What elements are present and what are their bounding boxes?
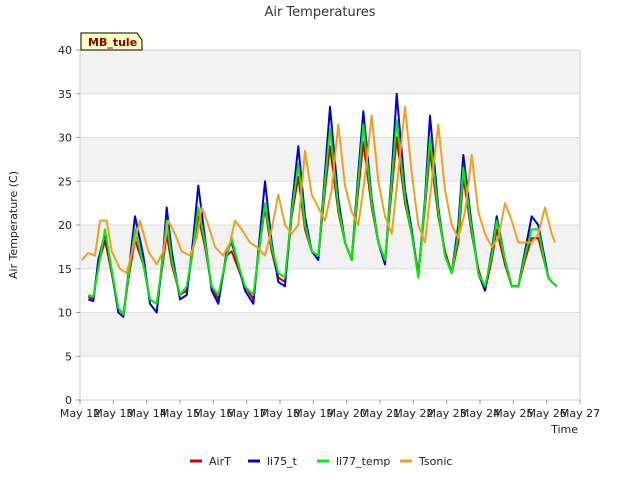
y-tick-label: 5: [65, 350, 72, 363]
y-axis-title: Air Temperature (C): [7, 171, 20, 279]
x-tick-label: May 27: [560, 407, 600, 420]
y-tick-label: 25: [58, 175, 72, 188]
y-tick-label: 40: [58, 44, 72, 57]
x-tick-label: May 17: [227, 407, 267, 420]
plot-band: [80, 137, 580, 182]
station-label: MB_tule: [88, 36, 137, 49]
station-label-box: MB_tule: [80, 32, 143, 51]
x-tick-label: May 15: [160, 407, 200, 420]
x-tick-label: May 18: [260, 407, 300, 420]
series-layer: [80, 92, 558, 318]
y-tick-label: 35: [58, 88, 72, 101]
x-tick-label: May 20: [327, 407, 367, 420]
x-tick-label: May 25: [493, 407, 533, 420]
x-tick-label: May 13: [93, 407, 133, 420]
x-tick-label: May 21: [360, 407, 400, 420]
x-tick-label: May 16: [193, 407, 233, 420]
legend-label: li77_temp: [336, 455, 390, 468]
legend-label: Tsonic: [418, 455, 452, 468]
legend: AirT li75_t li77_temp Tsonic: [190, 455, 452, 468]
x-tick-label: May 24: [460, 407, 500, 420]
x-tick-label: May 26: [527, 407, 567, 420]
y-axis: 0 5 10 15 20 25 30 35 40: [58, 44, 80, 407]
y-tick-label: 10: [58, 307, 72, 320]
x-tick-label: May 19: [293, 407, 333, 420]
y-tick-label: 30: [58, 132, 72, 145]
y-tick-label: 20: [58, 219, 72, 232]
y-tick-label: 15: [58, 263, 72, 276]
x-axis-title: Time: [550, 423, 578, 436]
x-tick-label: May 12: [60, 407, 100, 420]
plot-background: [80, 49, 580, 401]
series-line-tsonic: [80, 105, 556, 275]
station-label-tag: [80, 32, 143, 51]
legend-label: AirT: [209, 455, 231, 468]
y-tick-label: 0: [65, 394, 72, 407]
x-tick-label: May 23: [427, 407, 467, 420]
chart-title: Air Temperatures: [264, 5, 375, 20]
plot-band: [80, 312, 580, 357]
x-tick-label: May 22: [393, 407, 433, 420]
plot-band: [80, 50, 580, 94]
plot-band: [80, 356, 580, 400]
x-tick-label: May 14: [127, 407, 167, 420]
plot-band: [80, 268, 580, 313]
legend-label: li75_t: [267, 455, 298, 468]
